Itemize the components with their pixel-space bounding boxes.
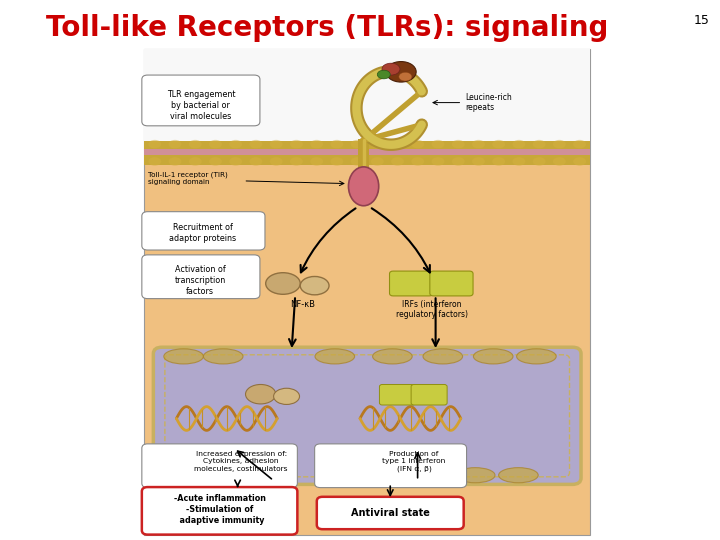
Text: Production of
type 1 interferon
(IFN α, β): Production of type 1 interferon (IFN α, … <box>382 451 446 472</box>
Ellipse shape <box>456 468 495 483</box>
FancyBboxPatch shape <box>358 139 369 173</box>
Ellipse shape <box>209 157 222 166</box>
Ellipse shape <box>472 157 485 166</box>
Ellipse shape <box>249 140 262 149</box>
Ellipse shape <box>397 468 438 483</box>
Ellipse shape <box>333 468 373 483</box>
FancyBboxPatch shape <box>142 212 265 250</box>
Ellipse shape <box>330 140 343 149</box>
Ellipse shape <box>513 140 526 149</box>
FancyBboxPatch shape <box>430 271 473 296</box>
FancyBboxPatch shape <box>315 444 467 488</box>
Text: Recruitment of
adaptor proteins: Recruitment of adaptor proteins <box>169 223 237 243</box>
Ellipse shape <box>179 468 218 483</box>
Ellipse shape <box>310 157 323 166</box>
Ellipse shape <box>431 157 444 166</box>
Ellipse shape <box>348 167 379 206</box>
FancyBboxPatch shape <box>411 384 447 405</box>
Ellipse shape <box>472 140 485 149</box>
Ellipse shape <box>229 140 242 149</box>
Ellipse shape <box>513 157 526 166</box>
Ellipse shape <box>373 349 413 364</box>
Text: Toll-IL-1 receptor (TIR)
signaling domain: Toll-IL-1 receptor (TIR) signaling domai… <box>148 172 228 185</box>
Ellipse shape <box>573 140 586 149</box>
FancyBboxPatch shape <box>317 497 464 529</box>
Polygon shape <box>144 156 590 165</box>
Text: Activation of
transcription
factors: Activation of transcription factors <box>174 265 226 296</box>
Ellipse shape <box>492 157 505 166</box>
FancyBboxPatch shape <box>379 384 415 405</box>
FancyBboxPatch shape <box>142 75 260 126</box>
Ellipse shape <box>203 349 243 364</box>
Ellipse shape <box>246 384 276 404</box>
Ellipse shape <box>533 157 546 166</box>
Ellipse shape <box>371 140 384 149</box>
Ellipse shape <box>423 349 463 364</box>
Ellipse shape <box>451 157 464 166</box>
Ellipse shape <box>498 468 538 483</box>
Ellipse shape <box>411 140 424 149</box>
Ellipse shape <box>382 63 400 75</box>
Ellipse shape <box>492 140 505 149</box>
FancyBboxPatch shape <box>153 347 581 484</box>
Ellipse shape <box>573 157 586 166</box>
Ellipse shape <box>386 62 416 82</box>
Text: NF-κB: NF-κB <box>290 300 315 309</box>
Text: Toll-like Receptors (TLRs): signaling: Toll-like Receptors (TLRs): signaling <box>46 14 609 42</box>
Ellipse shape <box>391 157 404 166</box>
FancyBboxPatch shape <box>144 49 590 535</box>
Text: Increased expression of:
Cytokines, adhesion
molecules, costimulators: Increased expression of: Cytokines, adhe… <box>194 451 288 472</box>
Ellipse shape <box>266 273 300 294</box>
Text: IRFs (interferon
regulatory factors): IRFs (interferon regulatory factors) <box>396 300 468 319</box>
Text: 15: 15 <box>693 14 709 26</box>
Ellipse shape <box>290 140 303 149</box>
Ellipse shape <box>351 140 364 149</box>
Polygon shape <box>144 141 590 149</box>
Ellipse shape <box>553 157 566 166</box>
Ellipse shape <box>391 140 404 149</box>
Ellipse shape <box>411 157 424 166</box>
Ellipse shape <box>371 157 384 166</box>
Ellipse shape <box>249 157 262 166</box>
FancyBboxPatch shape <box>142 444 297 488</box>
Ellipse shape <box>163 349 204 364</box>
Ellipse shape <box>451 140 464 149</box>
Text: TLR engagement
by bacterial or
viral molecules: TLR engagement by bacterial or viral mol… <box>166 90 235 122</box>
Ellipse shape <box>290 157 303 166</box>
Ellipse shape <box>553 140 566 149</box>
Ellipse shape <box>209 140 222 149</box>
Ellipse shape <box>517 349 556 364</box>
Ellipse shape <box>315 349 355 364</box>
FancyBboxPatch shape <box>390 271 433 296</box>
Ellipse shape <box>474 349 513 364</box>
Polygon shape <box>144 49 590 143</box>
Ellipse shape <box>189 157 202 166</box>
Ellipse shape <box>148 157 161 166</box>
Ellipse shape <box>377 70 390 79</box>
Text: -Acute inflammation
-Stimulation of
  adaptive immunity: -Acute inflammation -Stimulation of adap… <box>174 494 266 525</box>
Ellipse shape <box>310 140 323 149</box>
FancyBboxPatch shape <box>142 255 260 299</box>
Ellipse shape <box>270 140 283 149</box>
Ellipse shape <box>270 157 283 166</box>
Ellipse shape <box>431 140 444 149</box>
Ellipse shape <box>330 157 343 166</box>
Ellipse shape <box>533 140 546 149</box>
Ellipse shape <box>274 388 300 404</box>
Ellipse shape <box>399 72 412 81</box>
Ellipse shape <box>189 140 202 149</box>
Ellipse shape <box>168 140 181 149</box>
FancyBboxPatch shape <box>142 487 297 535</box>
Ellipse shape <box>351 157 364 166</box>
Ellipse shape <box>236 468 275 483</box>
Ellipse shape <box>229 157 242 166</box>
Ellipse shape <box>148 140 161 149</box>
Ellipse shape <box>300 276 329 295</box>
Polygon shape <box>144 149 590 156</box>
Text: Leucine-rich
repeats: Leucine-rich repeats <box>433 93 512 112</box>
Text: Antiviral state: Antiviral state <box>351 508 430 518</box>
Ellipse shape <box>168 157 181 166</box>
